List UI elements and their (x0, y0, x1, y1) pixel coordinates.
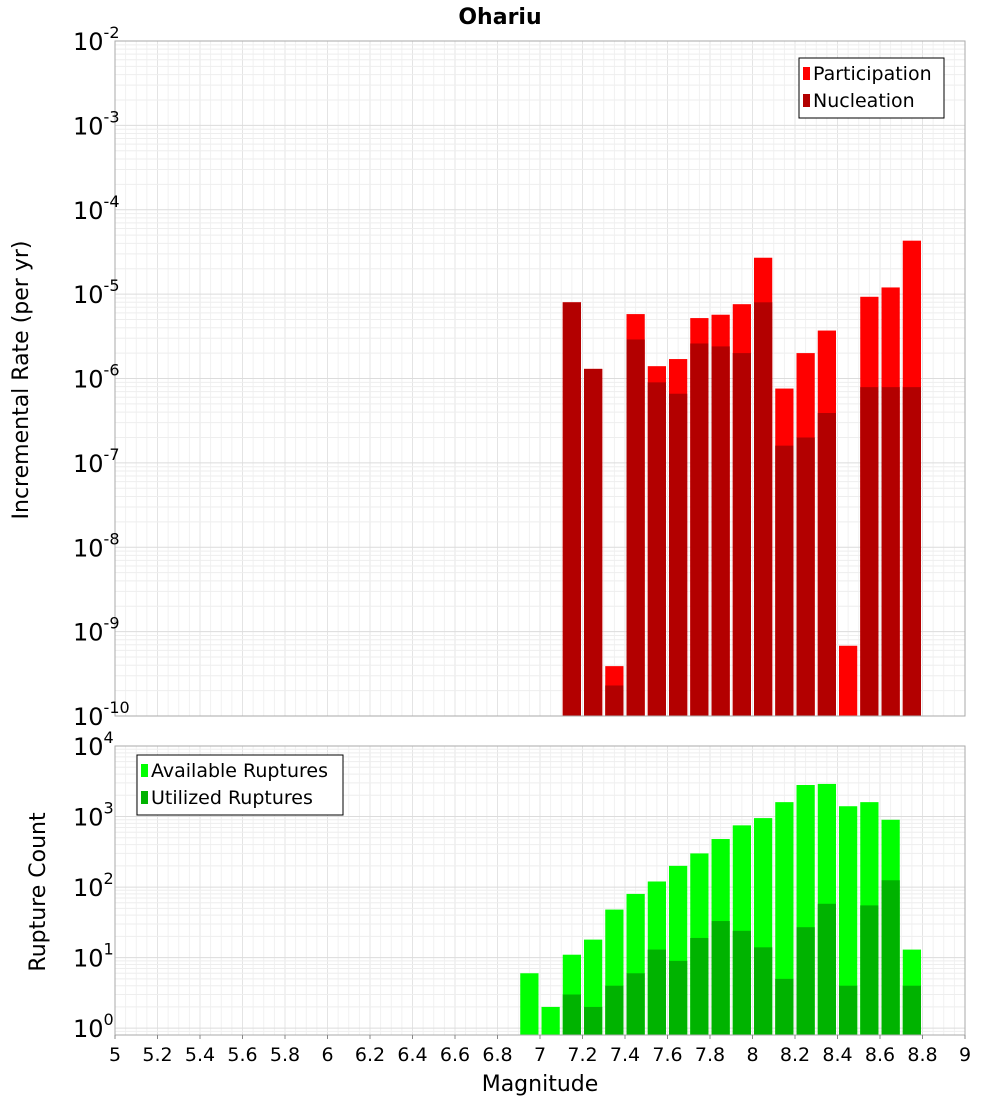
bar-utilized-ruptures (796, 927, 815, 1035)
x-tick-label: 8.8 (907, 1044, 937, 1066)
legend-box (136, 754, 344, 816)
plot-frame (114, 40, 966, 717)
bar-utilized-ruptures (839, 985, 858, 1035)
legend: Available Ruptures Utilized Ruptures (136, 754, 344, 816)
legend-swatch (803, 94, 810, 107)
y-tick-label: 102 (73, 869, 114, 902)
legend-label: Participation (813, 63, 932, 85)
x-tick-label: 8.2 (780, 1044, 810, 1066)
bar-utilized-ruptures (690, 937, 709, 1035)
legend: Participation Nucleation (798, 57, 945, 119)
bar-nucleation (605, 685, 624, 716)
bar-utilized-ruptures (817, 903, 836, 1035)
x-tick-label: 7.4 (610, 1044, 640, 1066)
bar-participation (839, 645, 858, 716)
panel-count: 100 101 102 103 104 5 5.2 5.4 5.6 5.8 6 6.2 6.4 6.6 6.… (73, 728, 971, 1066)
bar-nucleation (690, 343, 709, 716)
x-axis-label: Magnitude (482, 1072, 599, 1097)
x-tick-label: 7 (534, 1044, 546, 1066)
x-tick-label: 6 (321, 1044, 333, 1066)
bar-nucleation (902, 387, 921, 716)
y-tick-label: 10-6 (73, 361, 120, 394)
y-tick-label: 10-4 (73, 192, 120, 225)
y-tick-label: 10-8 (73, 529, 120, 562)
y-tick-label: 10-9 (73, 614, 120, 647)
bar-nucleation (647, 382, 666, 716)
bar-utilized-ruptures (711, 921, 730, 1035)
bar-nucleation (584, 368, 603, 716)
bar-utilized-ruptures (881, 880, 900, 1035)
x-tick-label: 5.4 (185, 1044, 215, 1066)
bottom-y-axis-label: Rupture Count (26, 812, 51, 972)
chart-title: Ohariu (458, 5, 541, 30)
bar-available-ruptures (775, 802, 794, 1035)
x-tick-label: 6.4 (397, 1044, 427, 1066)
x-tick-label: 6.6 (440, 1044, 470, 1066)
bar-nucleation (881, 387, 900, 716)
legend-swatch (141, 791, 148, 804)
x-tick-label: 7.2 (567, 1044, 597, 1066)
legend-label: Available Ruptures (151, 760, 328, 782)
y-tick-label: 10-2 (73, 23, 120, 56)
panel-rate: 10-10 10-9 10-8 10-7 10-6 10-5 10-4 10-3 10-2 Par… (73, 23, 966, 731)
bar-utilized-ruptures (902, 985, 921, 1035)
bar-nucleation (626, 339, 645, 716)
x-tick-label: 6.2 (355, 1044, 385, 1066)
bar-nucleation (796, 437, 815, 716)
y-tick-label: 10-7 (73, 445, 120, 478)
bar-utilized-ruptures (647, 949, 666, 1035)
bar-nucleation (562, 302, 581, 716)
x-tick-label: 7.8 (695, 1044, 725, 1066)
x-tick-label: 7.6 (652, 1044, 682, 1066)
legend-swatch (141, 764, 148, 777)
bar-utilized-ruptures (584, 1006, 603, 1035)
x-tick-label: 9 (959, 1044, 971, 1066)
y-tick-label: 103 (73, 799, 114, 832)
bar-available-ruptures (541, 1006, 560, 1035)
y-tick-label: 100 (73, 1010, 114, 1043)
legend-swatch (803, 67, 810, 80)
bar-utilized-ruptures (669, 960, 688, 1035)
bar-nucleation (732, 353, 751, 716)
x-tick-label: 8 (746, 1044, 758, 1066)
legend-label: Utilized Ruptures (151, 787, 313, 809)
bar-nucleation (669, 393, 688, 716)
bar-nucleation (860, 387, 879, 716)
legend-box (798, 57, 945, 119)
bar-utilized-ruptures (754, 947, 773, 1035)
x-tick-label: 5.8 (270, 1044, 300, 1066)
bar-nucleation (754, 302, 773, 716)
top-y-axis-label: Incremental Rate (per yr) (9, 241, 34, 520)
x-tick-label: 6.8 (482, 1044, 512, 1066)
bar-utilized-ruptures (860, 905, 879, 1035)
bar-available-ruptures (520, 973, 539, 1035)
bar-nucleation (817, 413, 836, 716)
bar-nucleation (775, 445, 794, 716)
x-tick-label: 5.2 (142, 1044, 172, 1066)
bar-utilized-ruptures (626, 973, 645, 1035)
bar-utilized-ruptures (775, 978, 794, 1035)
bar-available-ruptures (839, 806, 858, 1035)
x-tick-label: 5 (109, 1044, 121, 1066)
x-tick-label: 8.6 (865, 1044, 895, 1066)
legend-label: Nucleation (813, 90, 915, 112)
y-tick-label: 10-5 (73, 276, 120, 309)
y-tick-label: 10-10 (73, 698, 130, 731)
y-tick-label: 10-3 (73, 107, 120, 140)
y-tick-label: 101 (73, 940, 114, 973)
bar-nucleation (711, 346, 730, 716)
bar-utilized-ruptures (732, 930, 751, 1035)
y-tick-label: 104 (73, 728, 114, 761)
x-tick-label: 8.4 (822, 1044, 852, 1066)
x-tick-label: 5.6 (227, 1044, 257, 1066)
bar-utilized-ruptures (605, 985, 624, 1035)
bar-utilized-ruptures (562, 994, 581, 1035)
